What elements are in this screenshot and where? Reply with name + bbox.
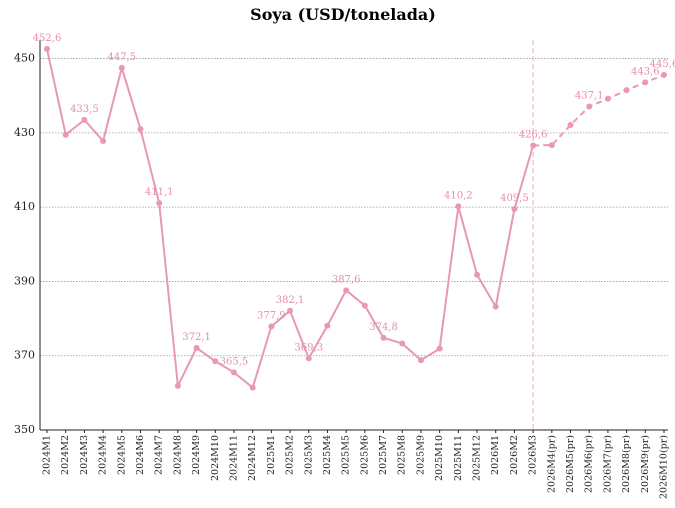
chart-title: Soya (USD/tonelada) [250, 5, 436, 24]
data-label: 411,1 [145, 187, 174, 198]
data-label: 433,5 [70, 104, 99, 115]
y-tick-label: 390 [14, 274, 35, 287]
data-label: 443,6 [631, 66, 660, 77]
point [62, 131, 69, 138]
point [530, 142, 537, 149]
point [156, 200, 163, 207]
x-tick-label: 2024M2 [60, 435, 71, 475]
x-tick-label: 2024M9 [191, 435, 202, 475]
x-tick-label: 2025M7 [378, 435, 389, 475]
y-tick-label: 450 [14, 52, 35, 65]
x-tick-label: 2026M1 [490, 435, 501, 475]
x-tick-label: 2026M9(pr) [640, 435, 651, 493]
data-label: 372,1 [182, 332, 211, 343]
y-tick-label: 350 [14, 423, 35, 436]
point [567, 122, 574, 129]
point [623, 87, 630, 94]
x-tick-label: 2024M12 [247, 435, 258, 481]
point [212, 358, 219, 365]
x-tick-label: 2024M3 [79, 435, 90, 475]
point [100, 138, 107, 145]
x-tick-label: 2024M1 [42, 435, 53, 475]
line [533, 73, 665, 147]
data-label: 369,3 [294, 342, 323, 353]
x-tick-label: 2025M4 [322, 435, 333, 475]
point [474, 271, 481, 278]
point [436, 345, 443, 352]
data-label: 452,6 [33, 33, 62, 44]
data-label: 437,1 [575, 90, 604, 101]
x-tick-label: 2025M3 [303, 435, 314, 475]
data-label: 377,9 [257, 310, 286, 321]
x-tick-label: 2026M7(pr) [602, 435, 613, 493]
data-label: 365,5 [220, 356, 249, 367]
x-tick-label: 2025M1 [266, 435, 277, 475]
x-tick-label: 2024M7 [154, 435, 165, 475]
x-tick-label: 2026M5(pr) [565, 435, 576, 493]
point [399, 340, 406, 347]
x-tick-label: 2024M11 [228, 435, 239, 481]
point [661, 71, 667, 78]
point [268, 323, 275, 330]
x-tick-label: 2026M4(pr) [546, 435, 557, 493]
line [46, 48, 535, 390]
point [604, 95, 611, 102]
x-tick-label: 2025M5 [341, 435, 352, 475]
point [249, 384, 256, 391]
data-label: 409,5 [500, 193, 529, 204]
point [137, 126, 144, 133]
x-tick-label: 2025M2 [285, 435, 296, 475]
point [44, 45, 50, 52]
point [81, 116, 88, 123]
y-tick-label: 430 [14, 126, 35, 139]
point [511, 206, 518, 212]
point [455, 203, 462, 210]
x-tick-label: 2024M10 [210, 435, 221, 481]
data-label: 426,6 [519, 129, 548, 140]
point [380, 334, 387, 341]
point [230, 369, 237, 376]
point [492, 303, 499, 310]
point [305, 355, 312, 362]
x-tick-label: 2026M3 [528, 435, 539, 475]
point [118, 64, 125, 71]
point [642, 79, 649, 86]
data-label: 387,6 [332, 274, 361, 285]
x-tick-label: 2024M8 [172, 435, 183, 475]
x-tick-label: 2024M5 [116, 435, 127, 475]
x-tick-label: 2025M11 [453, 435, 464, 481]
point [548, 142, 555, 149]
x-tick-label: 2025M8 [397, 435, 408, 475]
y-tick-label: 370 [14, 349, 35, 362]
y-tick-label: 410 [14, 200, 35, 213]
x-tick-label: 2025M10 [434, 435, 445, 481]
point [343, 287, 350, 294]
x-tick-label: 2025M12 [472, 435, 483, 481]
data-label: 447,5 [107, 52, 136, 63]
x-tick-label: 2025M9 [415, 435, 426, 475]
data-label: 382,1 [276, 295, 305, 306]
point [417, 357, 424, 364]
data-label: 374,8 [369, 322, 398, 333]
x-tick-label: 2026M10(pr) [659, 435, 670, 499]
data-label: 410,2 [444, 190, 473, 201]
x-tick-label: 2025M6 [359, 435, 370, 475]
point [174, 382, 181, 389]
x-tick-label: 2026M8(pr) [621, 435, 632, 493]
point [586, 103, 593, 110]
data-label: 445,6 [650, 59, 675, 70]
x-tick-label: 2026M6(pr) [584, 435, 595, 493]
point [287, 307, 294, 314]
point [361, 302, 368, 309]
point [193, 344, 200, 351]
x-tick-label: 2024M6 [135, 435, 146, 475]
x-tick-label: 2024M4 [98, 435, 109, 475]
x-tick-label: 2026M2 [509, 435, 520, 475]
point [324, 322, 331, 329]
